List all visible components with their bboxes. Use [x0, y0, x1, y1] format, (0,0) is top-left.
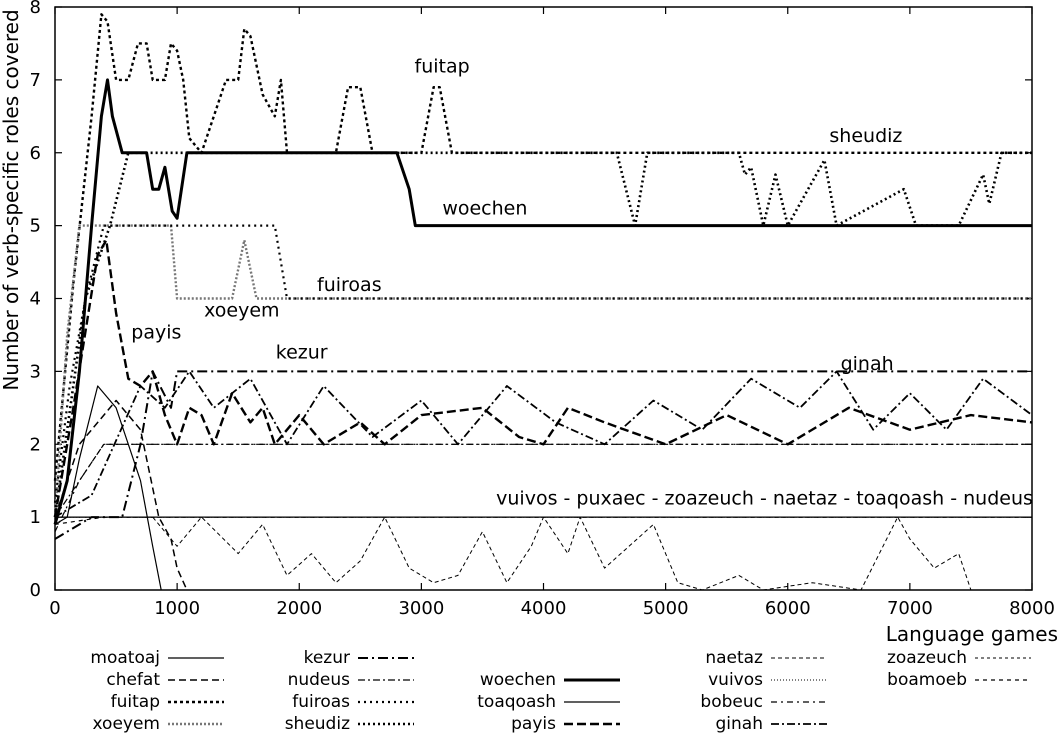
legend-label-kezur: kezur: [304, 648, 350, 668]
x-tick-label: 1000: [154, 598, 200, 619]
legend-label-xoeyem: xoeyem: [93, 714, 160, 734]
x-tick-label: 4000: [521, 598, 567, 619]
legend-label-ginah: ginah: [716, 714, 763, 734]
x-tick-label: 0: [49, 598, 60, 619]
legend-label-nudeus: nudeus: [288, 670, 351, 690]
legend-label-chefat: chefat: [106, 670, 160, 690]
annotation-layer: fuitap sheudiz woechen fuiroas xoeyem payis ke…: [131, 56, 1033, 510]
x-tick-label: 3000: [398, 598, 444, 619]
x-tick-label: 5000: [643, 598, 689, 619]
series-layer: [53, 13, 1033, 591]
y-tick-label: 2: [30, 434, 41, 455]
legend-label-fuitap: fuitap: [111, 692, 160, 712]
y-tick-label: 1: [30, 507, 41, 528]
y-tick-label: 4: [30, 289, 41, 310]
series-line-boamoeb: [54, 516, 1032, 525]
series-line-payis: [53, 239, 1033, 518]
x-axis-ticks: 0 1000 2000 3000 4000 5000 6000 7000 8000: [49, 7, 1055, 619]
series-line-kezur: [54, 370, 1032, 540]
annotation-label: payis: [131, 322, 181, 344]
x-tick-label: 7000: [887, 598, 933, 619]
legend-label-bobeuc: bobeuc: [700, 692, 763, 712]
legend-label-zoazeuch: zoazeuch: [887, 648, 967, 668]
x-axis-label: Language games: [886, 622, 1058, 646]
annotation-label: vuivos - puxaec - zoazeuch - naetaz - to…: [496, 488, 1033, 510]
legend-label-fuiroas: fuiroas: [292, 692, 350, 712]
series-line-sheudiz: [53, 151, 1032, 518]
y-tick-label: 3: [30, 361, 41, 382]
legend-label-toaqoash: toaqoash: [477, 692, 556, 712]
series-line-ginah: [54, 370, 1033, 518]
annotation-label: woechen: [442, 198, 527, 220]
y-tick-label: 5: [30, 216, 41, 237]
y-tick-label: 7: [30, 70, 41, 91]
annotation-label: kezur: [276, 341, 328, 363]
legend-label-moatoaj: moatoaj: [90, 648, 160, 668]
series-line-chefat: [54, 399, 188, 591]
annotation-label: fuitap: [415, 56, 470, 78]
legend-label-woechen: woechen: [480, 670, 556, 690]
series-line-bobeuc: [54, 443, 1032, 532]
y-axis-ticks: 0 1 2 3 4 5 6 7 8: [30, 0, 1032, 601]
y-tick-label: 6: [30, 143, 41, 164]
x-tick-label: 2000: [276, 598, 322, 619]
x-tick-label: 6000: [765, 598, 811, 619]
annotation-label: ginah: [841, 353, 894, 375]
y-axis-label: Number of verb-specific roles covered: [0, 9, 23, 390]
annotation-label: xoeyem: [204, 300, 279, 322]
series-line-fuitap: [53, 13, 1032, 481]
x-tick-label: 8000: [1009, 598, 1055, 619]
y-tick-label: 8: [30, 0, 41, 18]
legend-label-sheudiz: sheudiz: [285, 714, 350, 734]
annotation-label: fuiroas: [317, 274, 382, 296]
legend-label-payis: payis: [511, 714, 556, 734]
legend-label-vuivos: vuivos: [708, 670, 763, 690]
legend-label-boamoeb: boamoeb: [887, 670, 967, 690]
series-line-fuiroas: [53, 224, 1032, 503]
series-line-naetaz: [55, 516, 972, 591]
series-line-woechen: [53, 78, 1032, 525]
legend-label-naetaz: naetaz: [705, 648, 763, 668]
series-line-moatoaj: [54, 385, 162, 591]
annotation-label: sheudiz: [829, 125, 902, 147]
y-tick-label: 0: [30, 580, 41, 601]
